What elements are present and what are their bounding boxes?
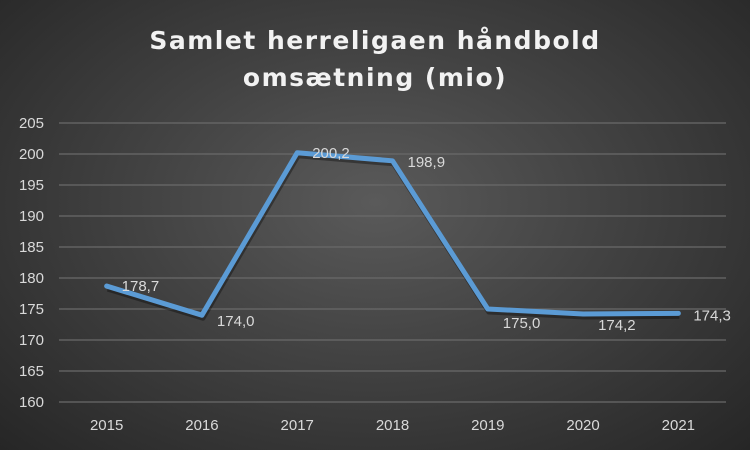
series-line-shadow bbox=[106, 153, 680, 321]
y-tick-label: 200 bbox=[19, 146, 44, 163]
chart-title-line-1: Samlet herreligaen håndbold bbox=[149, 26, 600, 55]
data-label: 200,2 bbox=[312, 145, 350, 162]
x-tick-label: 2018 bbox=[376, 417, 409, 434]
data-label: 174,3 bbox=[693, 307, 731, 324]
data-label: 174,0 bbox=[217, 313, 255, 330]
y-tick-label: 190 bbox=[19, 208, 44, 225]
x-tick-label: 2016 bbox=[185, 417, 218, 434]
y-tick-label: 205 bbox=[19, 115, 44, 132]
y-tick-label: 175 bbox=[19, 301, 44, 318]
chart-title-line-2: omsætning (mio) bbox=[243, 63, 507, 92]
x-tick-label: 2019 bbox=[471, 417, 504, 434]
y-tick-label: 195 bbox=[19, 177, 44, 194]
y-tick-label: 160 bbox=[19, 394, 44, 411]
data-label: 175,0 bbox=[503, 315, 541, 332]
data-label: 198,9 bbox=[408, 154, 446, 171]
x-tick-label: 2020 bbox=[566, 417, 599, 434]
y-tick-label: 180 bbox=[19, 270, 44, 287]
series-line bbox=[104, 150, 681, 318]
x-tick-label: 2015 bbox=[90, 417, 123, 434]
x-tick-label: 2017 bbox=[281, 417, 314, 434]
y-tick-label: 170 bbox=[19, 332, 44, 349]
y-tick-label: 165 bbox=[19, 363, 44, 380]
data-label: 178,7 bbox=[122, 278, 160, 295]
data-label: 174,2 bbox=[598, 317, 636, 334]
x-tick-label: 2021 bbox=[662, 417, 695, 434]
y-tick-label: 185 bbox=[19, 239, 44, 256]
